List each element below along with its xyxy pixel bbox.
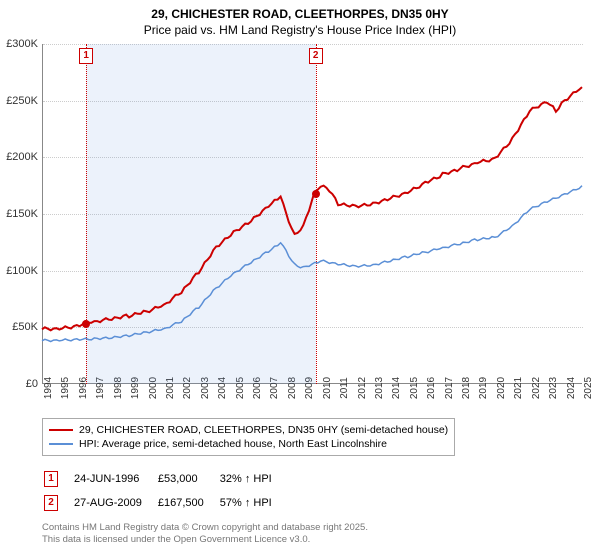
sale-marker-icon: 1 bbox=[44, 471, 58, 487]
table-row: 2 27-AUG-2009£167,50057% ↑ HPI bbox=[44, 492, 286, 514]
sale-date: 27-AUG-2009 bbox=[74, 492, 156, 514]
sale-marker-icon: 2 bbox=[44, 495, 58, 511]
y-axis-tick-label: £300K bbox=[6, 38, 38, 50]
title-line2: Price paid vs. HM Land Registry's House … bbox=[0, 22, 600, 38]
title-line1: 29, CHICHESTER ROAD, CLEETHORPES, DN35 0… bbox=[0, 6, 600, 22]
sale-delta: 57% ↑ HPI bbox=[220, 492, 286, 514]
chart-lines bbox=[42, 44, 582, 384]
sales-table: 1 24-JUN-1996£53,00032% ↑ HPI 2 27-AUG-2009… bbox=[42, 466, 288, 516]
table-row: 1 24-JUN-1996£53,00032% ↑ HPI bbox=[44, 468, 286, 490]
y-axis-tick-label: £250K bbox=[6, 95, 38, 107]
footer-line2: This data is licensed under the Open Gov… bbox=[42, 534, 368, 546]
legend-label: 29, CHICHESTER ROAD, CLEETHORPES, DN35 0… bbox=[79, 424, 448, 436]
sale-date: 24-JUN-1996 bbox=[74, 468, 156, 490]
legend-item: 29, CHICHESTER ROAD, CLEETHORPES, DN35 0… bbox=[49, 423, 448, 437]
chart-legend: 29, CHICHESTER ROAD, CLEETHORPES, DN35 0… bbox=[42, 418, 582, 456]
legend-label: HPI: Average price, semi-detached house,… bbox=[79, 438, 387, 450]
chart-plot-area: £0£50K£100K£150K£200K£250K£300K199419951… bbox=[42, 44, 582, 384]
legend-item: HPI: Average price, semi-detached house,… bbox=[49, 437, 448, 451]
legend-swatch bbox=[49, 443, 73, 445]
series-price_paid bbox=[42, 87, 582, 330]
sale-delta: 32% ↑ HPI bbox=[220, 468, 286, 490]
chart-title: 29, CHICHESTER ROAD, CLEETHORPES, DN35 0… bbox=[0, 0, 600, 38]
legend-swatch bbox=[49, 429, 73, 431]
y-axis-tick-label: £50K bbox=[12, 321, 38, 333]
sale-price: £167,500 bbox=[158, 492, 218, 514]
footer-attribution: Contains HM Land Registry data © Crown c… bbox=[42, 522, 368, 547]
y-axis-tick-label: £0 bbox=[26, 378, 38, 390]
series-hpi bbox=[42, 186, 582, 342]
sale-price: £53,000 bbox=[158, 468, 218, 490]
y-axis-tick-label: £100K bbox=[6, 265, 38, 277]
x-axis-tick-label: 2025 bbox=[583, 377, 594, 399]
y-axis-tick-label: £150K bbox=[6, 208, 38, 220]
y-axis-tick-label: £200K bbox=[6, 151, 38, 163]
footer-line1: Contains HM Land Registry data © Crown c… bbox=[42, 522, 368, 534]
